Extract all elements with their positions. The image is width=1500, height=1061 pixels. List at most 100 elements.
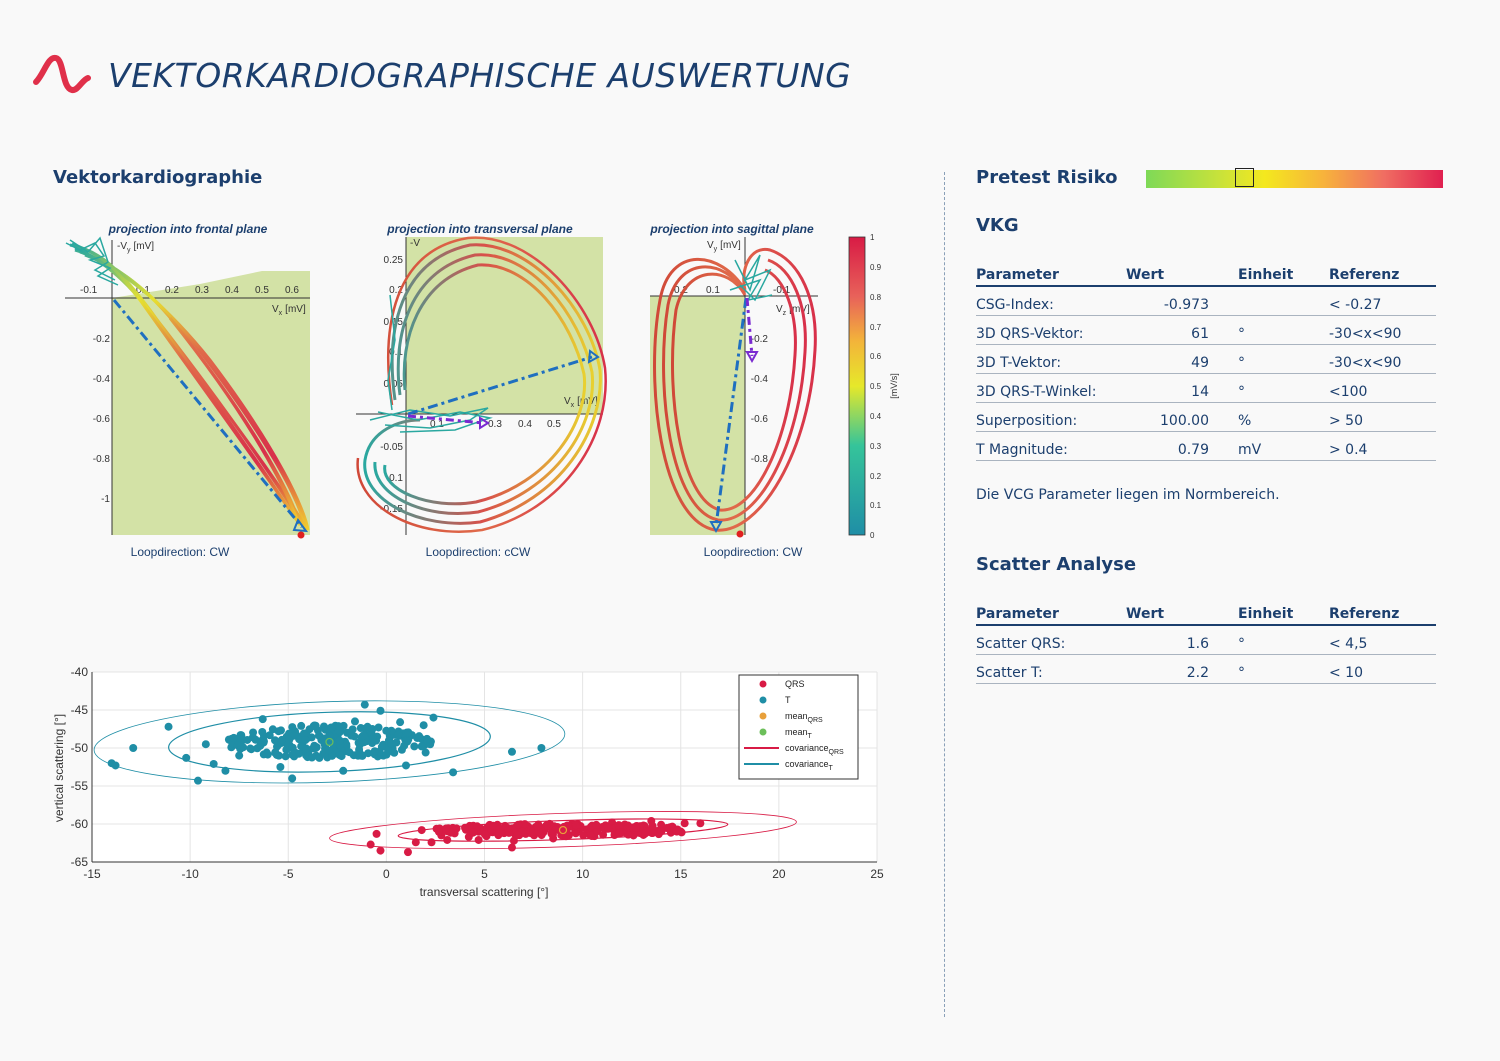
scatter-point-t — [258, 727, 267, 736]
vcg-loop-traces — [69, 242, 310, 531]
table-row: T Magnitude: 0.79 mV > 0.4 — [976, 431, 1436, 461]
legend-subscript: T — [808, 733, 813, 740]
pretest-risk-bar — [1146, 170, 1443, 188]
x-axis-label: Vx [mV] — [272, 304, 306, 317]
scatter-point-qrs — [571, 821, 580, 830]
x-tick-label: -15 — [83, 867, 101, 881]
scatter-point-qrs — [657, 827, 666, 836]
x-ticks: 0.1 0.3 0.4 0.5 — [430, 419, 561, 430]
page-title: VEKTORKARDIOGRAPHISCHE AUSWERTUNG — [108, 56, 852, 95]
param-value: 14 — [1126, 373, 1238, 403]
legend-marker — [759, 680, 767, 688]
x-tick-label: 20 — [772, 867, 786, 881]
scatter-point-qrs — [547, 829, 556, 838]
scatter-point-qrs — [672, 827, 681, 836]
vcg-loops: projection into frontal plane -0.1 0.1 0… — [65, 222, 899, 559]
t-vector-head — [745, 351, 759, 364]
qrs-vector — [112, 299, 304, 528]
scatter-point-t — [377, 742, 386, 751]
mean-marker-t — [325, 737, 334, 747]
scatter-point-t — [417, 742, 426, 751]
scatter-point-qrs — [562, 827, 571, 836]
scatter-point-qrs — [376, 846, 385, 855]
param-name: Scatter QRS: — [976, 625, 1126, 655]
scatter-point-qrs — [592, 820, 601, 829]
scatter-point-t — [235, 751, 244, 760]
scatter-point-t — [310, 721, 319, 730]
table-row: 3D QRS-T-Winkel: 14 ° <100 — [976, 373, 1436, 403]
scatter-point-qrs — [427, 838, 436, 847]
tick-label: 0.8 — [870, 293, 882, 302]
tick-label: -0.8 — [93, 454, 111, 465]
legend-marker — [759, 696, 767, 704]
x-tick-label: -10 — [181, 867, 199, 881]
scatter-point-t — [429, 713, 438, 722]
loop-plot-sagittal: projection into sagittal plane 0.2 0.1 -… — [649, 222, 818, 559]
scatter-point-qrs — [579, 831, 588, 840]
scatter-point-qrs — [417, 826, 426, 835]
param-value: -0.973 — [1126, 286, 1238, 316]
plot-title: projection into frontal plane — [108, 222, 268, 236]
onset-noise — [369, 294, 493, 433]
x-tick-label: 0 — [383, 867, 390, 881]
scatter-point-t — [243, 735, 252, 744]
param-unit: ° — [1238, 344, 1329, 374]
table-row: 3D T-Vektor: 49 ° -30<x<90 — [976, 344, 1436, 374]
tick-label: 0.9 — [870, 263, 882, 272]
param-value: 2.2 — [1126, 654, 1238, 684]
scatter-point-t — [396, 718, 405, 727]
param-value: 49 — [1126, 344, 1238, 374]
param-unit: ° — [1238, 373, 1329, 403]
param-reference: < 10 — [1329, 654, 1436, 684]
param-reference: < 4,5 — [1329, 625, 1436, 655]
scatter-point-qrs — [533, 822, 542, 831]
scatter-point-t — [251, 735, 260, 744]
tick-label: 0.6 — [285, 285, 299, 296]
y-ticks: -0.2 -0.4 -0.6 -0.8 — [751, 334, 769, 465]
tick-label: 0.6 — [870, 352, 882, 361]
colorbar: 1 0.9 0.8 0.7 0.6 0.5 0.4 0.3 0.2 0.1 0 … — [848, 233, 899, 540]
tick-label: -0.1 — [386, 473, 404, 484]
scatter-point-t — [334, 722, 343, 731]
param-reference: > 0.4 — [1329, 431, 1436, 461]
qrs-vector-head — [292, 517, 309, 533]
y-axis-label: -Vy [mV] — [117, 241, 154, 254]
scatter-point-t — [288, 774, 297, 783]
param-name: 3D QRS-T-Winkel: — [976, 373, 1126, 403]
param-reference: -30<x<90 — [1329, 315, 1436, 345]
x-axis-label: Vz [mV] — [776, 304, 810, 317]
scatter-point-t — [390, 748, 399, 757]
end-point — [736, 530, 744, 538]
scatter-point-t — [507, 747, 516, 756]
tick-label: 0.5 — [255, 285, 269, 296]
qrs-vector-head — [709, 521, 723, 534]
scatter-point-t — [364, 749, 373, 758]
param-reference: > 50 — [1329, 402, 1436, 432]
table-row: Scatter T: 2.2 ° < 10 — [976, 654, 1436, 684]
param-name: Superposition: — [976, 402, 1126, 432]
scatter-point-t — [369, 734, 378, 743]
scatter-point-t — [342, 740, 351, 749]
axis-sub: z — [783, 310, 787, 317]
scatter-point-t — [356, 751, 365, 760]
header-einheit: Einheit — [1238, 257, 1329, 287]
section-title-vcg: Vektorkardiographie — [53, 167, 263, 188]
legend-marker — [759, 728, 767, 736]
tick-label: 0.4 — [870, 412, 882, 421]
param-reference: <100 — [1329, 373, 1436, 403]
table-row: CSG-Index: -0.973 < -0.27 — [976, 286, 1436, 316]
x-tick-label: 5 — [481, 867, 488, 881]
scatter-point-qrs — [434, 827, 443, 836]
y-tick-label: -65 — [71, 855, 89, 869]
axis-unit: [mV] — [577, 396, 598, 407]
scatter-point-t — [229, 733, 238, 742]
header-referenz: Referenz — [1329, 596, 1436, 626]
tick-label: 0.1 — [430, 419, 444, 430]
scatter-point-qrs — [615, 829, 624, 838]
scatter-point-qrs — [520, 820, 529, 829]
pretest-risk-marker — [1234, 168, 1254, 187]
y-tick-label: -55 — [71, 779, 89, 793]
scatter-point-t — [268, 725, 277, 734]
loop-plot-transversal: projection into transversal plane 0.1 0.… — [356, 222, 607, 559]
scatter-point-t — [182, 753, 191, 762]
